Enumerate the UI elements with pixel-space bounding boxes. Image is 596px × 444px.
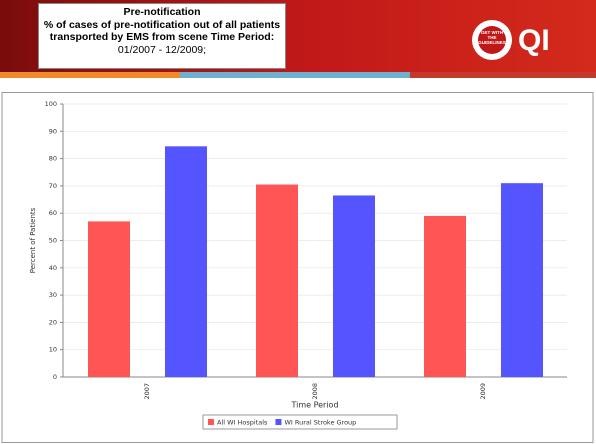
x-tick-label: 2008 bbox=[311, 383, 319, 400]
bar bbox=[424, 215, 466, 377]
y-tick-label: 100 bbox=[45, 100, 57, 108]
y-tick-label: 40 bbox=[49, 264, 57, 272]
y-tick-label: 30 bbox=[49, 291, 57, 299]
chart: 0 10 20 30 40 50 60 70 80 90 100 2007 2008 2009 Time P… bbox=[1, 92, 594, 443]
x-axis-label: Time Period bbox=[290, 401, 338, 410]
subtitle: % of cases of pre-notification out of al… bbox=[43, 18, 281, 44]
legend-label: WI Rural Stroke Group bbox=[284, 419, 356, 427]
legend-swatch bbox=[275, 419, 282, 425]
bar bbox=[256, 184, 298, 377]
y-tick-label: 20 bbox=[49, 318, 57, 326]
legend: All WI Hospitals WI Rural Stroke Group bbox=[202, 414, 398, 430]
stripe bbox=[410, 72, 596, 78]
logo-core bbox=[478, 26, 506, 54]
bar bbox=[501, 183, 543, 377]
bar bbox=[333, 195, 375, 377]
stripe bbox=[180, 72, 410, 78]
y-tick-label: 70 bbox=[49, 182, 57, 190]
legend-swatch bbox=[208, 419, 214, 425]
legend-frame bbox=[202, 414, 398, 430]
bar bbox=[165, 146, 207, 377]
y-tick-label: 0 bbox=[53, 373, 57, 381]
x-tick-label: 2009 bbox=[479, 383, 487, 400]
x-tick-label: 2007 bbox=[143, 383, 151, 400]
legend-label: All WI Hospitals bbox=[217, 419, 268, 427]
logo-text-box: GET WITH THE GUIDELINES bbox=[478, 30, 506, 45]
y-tick-label: 60 bbox=[49, 209, 57, 217]
logo-text: GET WITH THE GUIDELINES bbox=[478, 30, 506, 45]
title-box: Pre-notification % of cases of pre-notif… bbox=[38, 3, 286, 69]
y-tick-label: 50 bbox=[49, 237, 57, 245]
logo-mark: QI bbox=[518, 24, 550, 57]
y-tick-label: 80 bbox=[49, 155, 57, 163]
bar bbox=[88, 221, 130, 377]
title: Pre-notification bbox=[123, 6, 201, 18]
stripe bbox=[0, 72, 180, 78]
period: 01/2007 - 12/2009; bbox=[117, 43, 207, 56]
y-tick-label: 90 bbox=[49, 127, 57, 135]
y-axis-label: Percent of Patients bbox=[29, 207, 37, 273]
y-tick-label: 10 bbox=[49, 346, 57, 354]
